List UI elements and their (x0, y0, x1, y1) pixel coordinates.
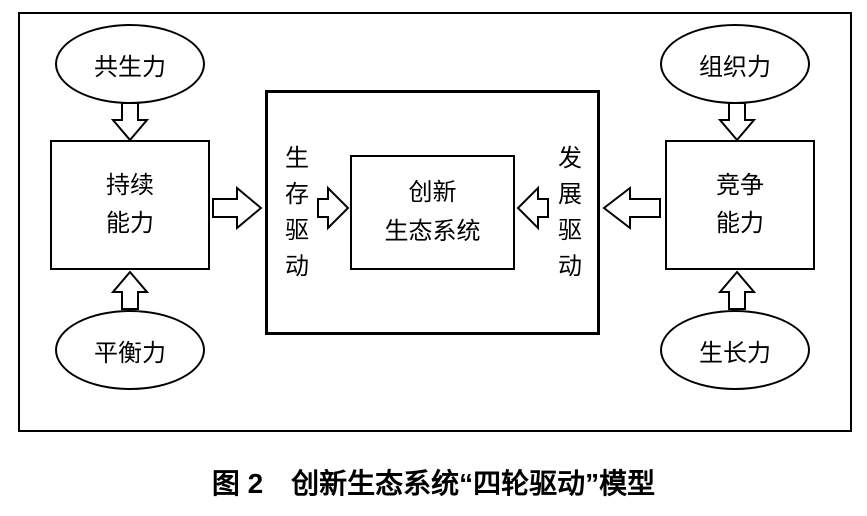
vr-c3: 驱 (558, 213, 582, 249)
arrow-right-2 (318, 188, 348, 228)
rect-right: 竞争 能力 (665, 140, 815, 270)
arrow-up-bl (113, 272, 147, 309)
oval-bl-label: 平衡力 (94, 333, 166, 368)
oval-bottom-right: 生长力 (660, 310, 810, 390)
caption-text: 图 2 创新生态系统“四轮驱动”模型 (212, 468, 655, 499)
vr-c2: 展 (558, 177, 582, 213)
arrow-left-2 (518, 188, 548, 228)
rect-left-l2: 能力 (106, 205, 154, 243)
arrow-down-tr (720, 103, 754, 140)
vl-c2: 存 (285, 177, 309, 213)
vl-c3: 驱 (285, 213, 309, 249)
inner-l2: 生态系统 (385, 213, 481, 251)
oval-top-right: 组织力 (660, 24, 810, 104)
vr-c4: 动 (558, 249, 582, 285)
arrow-right-1 (213, 188, 261, 228)
arrow-left-1 (604, 188, 660, 228)
rect-left: 持续 能力 (50, 140, 210, 270)
arrow-down-tl (113, 103, 147, 140)
arrow-up-br (720, 272, 754, 309)
vertical-right-label: 发 展 驱 动 (553, 115, 587, 310)
rect-left-l1: 持续 (106, 167, 154, 205)
inner-l1: 创新 (409, 174, 457, 212)
rect-right-l1: 竞争 (716, 167, 764, 205)
oval-tr-label: 组织力 (699, 47, 771, 82)
vl-c4: 动 (285, 249, 309, 285)
oval-br-label: 生长力 (699, 333, 771, 368)
center-inner-box: 创新 生态系统 (350, 155, 515, 270)
vl-c1: 生 (285, 141, 309, 177)
oval-top-left: 共生力 (55, 24, 205, 104)
rect-right-l2: 能力 (716, 205, 764, 243)
vr-c1: 发 (558, 141, 582, 177)
vertical-left-label: 生 存 驱 动 (280, 115, 314, 310)
figure-caption: 图 2 创新生态系统“四轮驱动”模型 (0, 462, 867, 502)
oval-bottom-left: 平衡力 (55, 310, 205, 390)
oval-tl-label: 共生力 (94, 47, 166, 82)
